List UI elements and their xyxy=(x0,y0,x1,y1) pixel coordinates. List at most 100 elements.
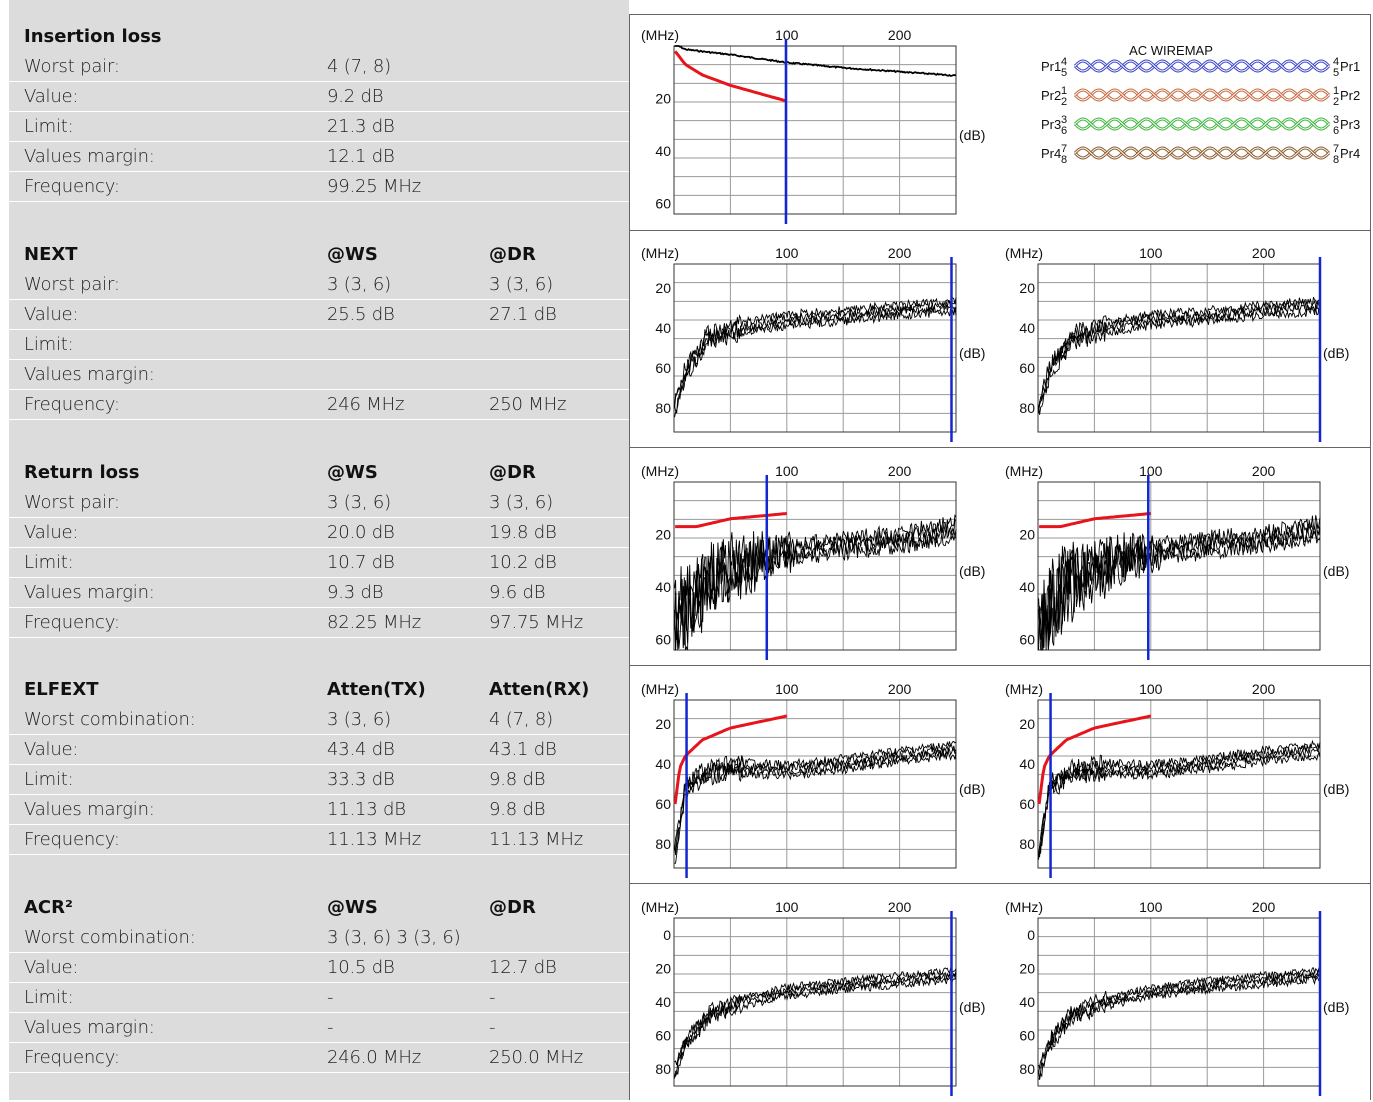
y-tick-label: 60 xyxy=(655,196,671,212)
table-row: Values margin: - - xyxy=(9,1013,629,1043)
column-header: @DR xyxy=(489,462,536,483)
row-label: Value: xyxy=(24,522,79,543)
y-unit-label: (dB) xyxy=(1323,345,1349,361)
chart-svg: (MHz) (dB) 100 200 20 40 60 80 xyxy=(641,681,985,878)
row-label: Frequency: xyxy=(24,176,120,197)
x-tick-label: 200 xyxy=(1252,245,1276,261)
limit-line xyxy=(1037,714,1152,805)
wire-strand-highlight xyxy=(1074,118,1330,130)
series-line xyxy=(1038,975,1321,1080)
y-tick-label: 40 xyxy=(1019,579,1035,595)
table-row: Value: 43.4 dB 43.1 dB xyxy=(9,735,629,765)
chart-svg: (MHz) (dB) 100 200 20 40 60 xyxy=(641,463,985,660)
pin-number: 4 xyxy=(1061,56,1067,68)
table-row: Values margin: 12.1 dB xyxy=(9,142,629,172)
row-value-1: 3 (3, 6) 3 (3, 6) xyxy=(327,927,461,948)
series-line xyxy=(674,529,957,651)
plot-frame xyxy=(1037,917,1321,1087)
section-acr2: ACR² @WS @DR Worst combination: 3 (3, 6) 3 (… xyxy=(9,893,629,1073)
x-tick-label: 200 xyxy=(888,899,912,915)
row-label: Worst pair: xyxy=(24,56,120,77)
y-unit-label: (dB) xyxy=(959,127,985,143)
y-tick-label: 20 xyxy=(1019,960,1035,976)
row-value-1: 10.7 dB xyxy=(327,552,395,573)
section-divider xyxy=(629,230,1371,231)
row-value-2: 250 MHz xyxy=(489,394,567,415)
pair-label-left: Pr2 xyxy=(1041,88,1061,103)
row-label: Values margin: xyxy=(24,582,155,603)
series-line xyxy=(674,300,957,408)
pin-number: 2 xyxy=(1061,96,1067,108)
plot-frame xyxy=(673,917,957,1087)
row-value-1: 9.2 dB xyxy=(327,86,384,107)
table-row: Value: 20.0 dB 19.8 dB xyxy=(9,518,629,548)
table-row: Limit: 33.3 dB 9.8 dB xyxy=(9,765,629,795)
pin-number: 7 xyxy=(1061,143,1067,155)
pin-number: 8 xyxy=(1061,154,1067,166)
row-value-2: 27.1 dB xyxy=(489,304,557,325)
section-header: Return loss @WS @DR xyxy=(9,458,629,488)
pair-label-left: Pr1 xyxy=(1041,59,1061,74)
section-title: NEXT xyxy=(24,244,78,265)
table-row: Worst combination: 3 (3, 6) 4 (7, 8) xyxy=(9,705,629,735)
x-unit-label: (MHz) xyxy=(641,899,679,915)
y-tick-label: 80 xyxy=(1019,836,1035,852)
y-tick-label: 60 xyxy=(655,632,671,648)
pin-number: 5 xyxy=(1061,67,1067,79)
row-value-1: - xyxy=(327,1017,334,1038)
table-row: Frequency: 246 MHz 250 MHz xyxy=(9,390,629,420)
x-unit-label: (MHz) xyxy=(1005,245,1043,261)
series-line xyxy=(1038,969,1321,1074)
table-row: Limit: 21.3 dB xyxy=(9,112,629,142)
y-tick-label: 40 xyxy=(1019,756,1035,772)
row-value-1: 9.3 dB xyxy=(327,582,384,603)
series-line xyxy=(674,527,957,651)
row-value-1: 11.13 MHz xyxy=(327,829,421,850)
x-unit-label: (MHz) xyxy=(1005,681,1043,697)
column-header: @WS xyxy=(327,462,378,483)
table-row: Worst pair: 4 (7, 8) xyxy=(9,52,629,82)
row-label: Limit: xyxy=(24,116,74,137)
row-value-2: - xyxy=(489,1017,496,1038)
series-line xyxy=(1038,739,1321,854)
section-header: NEXT @WS @DR xyxy=(9,240,629,270)
section-header: ACR² @WS @DR xyxy=(9,893,629,923)
row-label: Values margin: xyxy=(24,799,155,820)
chart-svg: (MHz) (dB) 100 200 0 20 40 60 80 xyxy=(641,899,985,1096)
chart-svg: (MHz) (dB) 100 200 20 40 60 80 xyxy=(1005,681,1349,878)
y-tick-label: 20 xyxy=(655,280,671,296)
y-tick-label: 40 xyxy=(655,143,671,159)
row-value-1: 246.0 MHz xyxy=(327,1047,421,1068)
y-tick-label: 20 xyxy=(655,91,671,107)
chart-svg: (MHz) (dB) 100 200 20 40 60 80 xyxy=(1005,245,1349,442)
section-next: NEXT @WS @DR Worst pair: 3 (3, 6) 3 (3, 6) Val… xyxy=(9,240,629,420)
row-value-1: 25.5 dB xyxy=(327,304,395,325)
row-value-1: 99.25 MHz xyxy=(327,176,421,197)
section-return-loss: Return loss @WS @DR Worst pair: 3 (3, 6) 3 (3… xyxy=(9,458,629,638)
row-value-2: 12.7 dB xyxy=(489,957,557,978)
y-tick-label: 0 xyxy=(663,927,671,943)
plot-frame xyxy=(1037,481,1321,651)
table-row: Limit: - - xyxy=(9,983,629,1013)
section-title: Return loss xyxy=(24,462,140,483)
column-header: @WS xyxy=(327,244,378,265)
row-value-1: 20.0 dB xyxy=(327,522,395,543)
section-title: ELFEXT xyxy=(24,679,99,700)
y-tick-label: 40 xyxy=(655,579,671,595)
wire-strand-highlight xyxy=(1074,60,1330,72)
pin-number: 6 xyxy=(1333,125,1339,137)
y-tick-label: 0 xyxy=(1027,927,1035,943)
x-unit-label: (MHz) xyxy=(641,463,679,479)
row-value-1: 21.3 dB xyxy=(327,116,395,137)
x-tick-label: 100 xyxy=(775,899,799,915)
column-header: @WS xyxy=(327,897,378,918)
plot-frame xyxy=(673,481,957,651)
row-value-1: 246 MHz xyxy=(327,394,405,415)
series-line xyxy=(674,967,957,1066)
row-value-2: 43.1 dB xyxy=(489,739,557,760)
y-unit-label: (dB) xyxy=(959,999,985,1015)
plot-frame xyxy=(673,699,957,869)
charts-frame xyxy=(629,14,1371,1100)
x-tick-label: 100 xyxy=(775,245,799,261)
